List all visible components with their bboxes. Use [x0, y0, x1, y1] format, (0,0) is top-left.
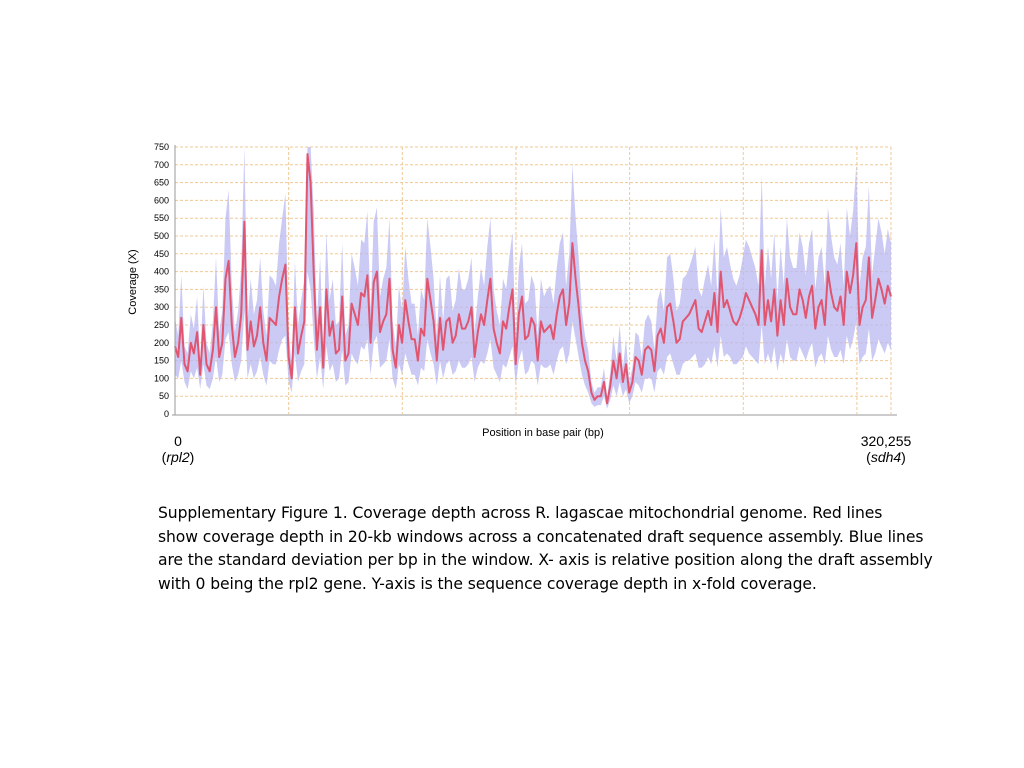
y-tick-label: 450	[154, 249, 169, 259]
y-tick-label: 750	[154, 142, 169, 152]
x-end-value: 320,255	[860, 433, 912, 449]
y-tick-label: 400	[154, 267, 169, 277]
coverage-series-line	[174, 153, 892, 405]
y-tick-labels: 0 50 100 150 200 250 300 350 400 450 500 550 600 650 7…	[154, 142, 169, 419]
x-axis-title: Position in base pair (bp)	[482, 427, 604, 439]
figure-caption: Supplementary Figure 1. Coverage depth a…	[158, 502, 978, 596]
x-start-value: 0	[174, 433, 182, 449]
y-tick-label: 200	[154, 338, 169, 348]
y-tick-label: 150	[154, 356, 169, 366]
x-end-gene: (sdh4)	[866, 449, 906, 465]
std-dev-area	[175, 147, 891, 409]
y-tick-label: 600	[154, 195, 169, 205]
y-tick-label: 500	[154, 231, 169, 241]
caption-line: Supplementary Figure 1. Coverage depth a…	[158, 504, 883, 522]
y-tick-label: 50	[159, 391, 169, 401]
y-tick-label: 650	[154, 178, 169, 188]
x-start-gene: (rpl2)	[161, 449, 195, 465]
x-start-gene-name: rpl2	[166, 449, 190, 465]
caption-line: are the standard deviation per bp in the…	[158, 551, 933, 569]
caption-line: with 0 being the rpl2 gene. Y-axis is th…	[158, 574, 817, 593]
y-tick-label: 0	[164, 409, 169, 419]
y-tick-label: 300	[154, 302, 169, 312]
y-tick-label: 700	[154, 160, 169, 170]
y-tick-label: 350	[154, 284, 169, 294]
y-axis-title: Coverage (X)	[127, 249, 139, 314]
std-dev-band	[175, 147, 891, 409]
caption-line: show coverage depth in 20-kb windows acr…	[158, 527, 924, 546]
y-tick-label: 100	[154, 373, 169, 383]
x-end-label: 320,255 (sdh4)	[846, 433, 926, 465]
axes	[172, 145, 897, 416]
x-end-gene-name: sdh4	[870, 449, 902, 465]
x-start-label: 0 (rpl2)	[158, 433, 198, 465]
coverage-line	[174, 153, 892, 405]
y-tick-label: 550	[154, 213, 169, 223]
y-tick-label: 250	[154, 320, 169, 330]
